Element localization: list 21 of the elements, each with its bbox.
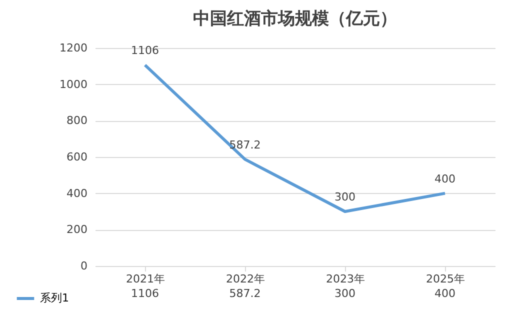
data-label: 400	[434, 287, 456, 300]
x-tick-label: 2021年	[126, 272, 165, 286]
annotation: 587.2	[229, 138, 261, 152]
y-tick-label: 1000	[60, 78, 88, 91]
legend-label: 系列1	[40, 292, 69, 304]
y-tick-label: 0	[80, 260, 88, 272]
y-tick-label: 200	[66, 223, 88, 236]
data-label: 587.2	[229, 287, 261, 300]
y-tick-label: 400	[66, 186, 88, 200]
data-label: 1106	[131, 287, 159, 300]
chart-title: 中国红酒市场规模（亿元）	[193, 9, 397, 29]
annotation: 400	[434, 172, 456, 186]
y-tick-label: 1200	[60, 42, 88, 54]
x-tick-label: 2022年	[226, 272, 265, 286]
annotation: 1106	[131, 44, 159, 58]
y-tick-label: 800	[66, 114, 88, 128]
annotation: 300	[334, 190, 356, 204]
x-tick-label: 2023年	[326, 272, 365, 286]
y-tick-label: 600	[66, 150, 88, 164]
x-tick-label: 2025年	[426, 272, 465, 286]
data-label: 300	[334, 287, 356, 300]
